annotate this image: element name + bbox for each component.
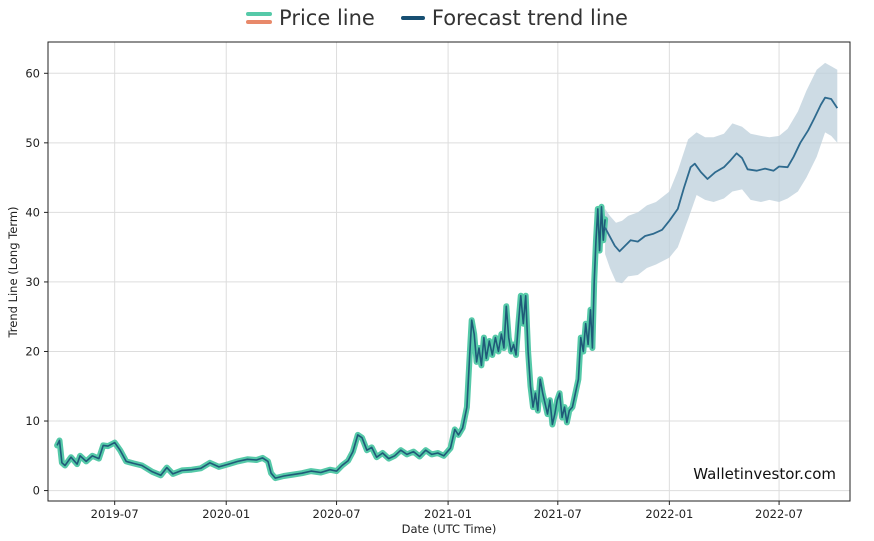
y-tick-label: 0 xyxy=(33,484,40,498)
legend-item-forecast[interactable]: Forecast trend line xyxy=(400,6,628,30)
y-tick-label: 50 xyxy=(25,136,40,150)
swatch-price-top xyxy=(246,12,273,16)
x-tick-label: 2022-01 xyxy=(645,507,693,521)
y-axis: 0 10 20 30 40 50 60 xyxy=(25,66,48,498)
forecast-line-swatch-icon xyxy=(400,16,425,20)
x-tick-label: 2021-07 xyxy=(534,507,582,521)
forecast-confidence-band xyxy=(605,62,838,284)
x-tick-label: 2021-01 xyxy=(424,507,472,521)
y-axis-label: Trend Line (Long Term) xyxy=(6,206,20,338)
legend-forecast-label: Forecast trend line xyxy=(431,6,628,30)
swatch-price-bottom xyxy=(246,20,273,24)
plot-frame xyxy=(47,41,851,502)
price-line-outer xyxy=(54,203,609,482)
y-tick-label: 60 xyxy=(25,66,40,80)
x-tick-label: 2020-01 xyxy=(202,507,250,521)
x-axis-label: Date (UTC Time) xyxy=(402,522,497,536)
legend-item-price[interactable]: Price line xyxy=(246,6,375,30)
y-tick-label: 40 xyxy=(25,205,40,219)
chart-legend: Price line Forecast trend line xyxy=(0,2,874,34)
x-axis: 2019-07 2020-01 2020-07 2021-01 2021-07 2022-… xyxy=(91,501,803,521)
watermark: Walletinvestor.com xyxy=(693,465,836,483)
price-line-swatch-icon xyxy=(246,12,273,24)
x-tick-label: 2019-07 xyxy=(91,507,139,521)
price-line xyxy=(56,206,606,479)
grid-lines xyxy=(48,42,850,501)
legend-price-label: Price line xyxy=(279,6,375,30)
forecast-trend-line xyxy=(604,96,839,253)
x-tick-label: 2020-07 xyxy=(313,507,361,521)
y-tick-label: 30 xyxy=(25,275,40,289)
y-tick-label: 20 xyxy=(25,344,40,358)
y-tick-label: 10 xyxy=(25,414,40,428)
x-tick-label: 2022-07 xyxy=(755,507,803,521)
